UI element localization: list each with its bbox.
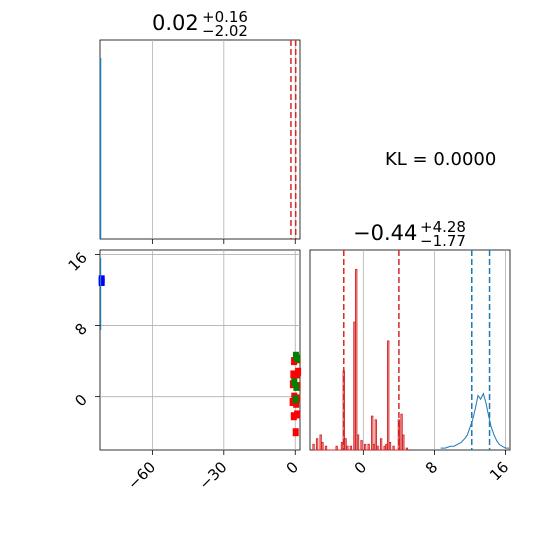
hist-panel-top: 0.02 +0.16 −2.02	[99, 8, 301, 244]
scatter-point	[294, 354, 301, 363]
hist-right-title-sup: +4.28	[420, 218, 466, 236]
scatter-ytick-label: 8	[71, 320, 90, 339]
scatter-point	[290, 370, 297, 379]
hist-top-title-sup: +0.16	[202, 8, 248, 26]
scatter-point	[294, 410, 301, 419]
scatter-point	[292, 395, 299, 404]
scatter-point	[289, 398, 296, 406]
hist-right-xtick-label: 8	[422, 458, 441, 477]
scatter-ytick-label: 0	[71, 391, 90, 410]
hist-top-frame	[99, 39, 301, 240]
scatter-xticks: −60 −30 0	[124, 450, 302, 493]
hist-right-quantile-lines	[343, 250, 491, 450]
hist-top-xticks	[151, 239, 296, 244]
hist-right-xticks: 0 8 16	[351, 450, 512, 484]
scatter-point	[291, 357, 298, 366]
hist-top-quantile-lines	[290, 40, 297, 239]
hist-top-title: 0.02 +0.16 −2.02	[152, 8, 248, 40]
hist-top-grid	[151, 40, 296, 239]
hist-right-xtick-label: 16	[486, 458, 512, 484]
hist-top-title-main: 0.02	[152, 11, 199, 35]
scatter-grid	[100, 250, 300, 450]
kl-annotation: KL = 0.0000	[385, 149, 496, 170]
scatter-xtick-label: 0	[283, 458, 302, 477]
scatter-xtick-label: −30	[196, 458, 231, 493]
hist-right-frame	[309, 249, 511, 451]
scatter-yticks: 0 8 16	[65, 249, 100, 410]
scatter-point	[290, 412, 297, 421]
scatter-point	[292, 428, 299, 437]
hist-right-grid	[362, 250, 506, 450]
scatter-xtick-label: −60	[124, 458, 159, 493]
hist-top-title-sub: −2.02	[202, 22, 248, 40]
hist-right-title: −0.44 +4.28 −1.77	[353, 218, 466, 250]
scatter-point	[293, 382, 300, 391]
hist-panel-right: 0 8 16 −0.44 +4.28 −1.77	[309, 218, 512, 484]
scatter-points	[98, 275, 302, 437]
scatter-point	[293, 399, 300, 408]
hist-right-blue-histogram	[440, 392, 510, 449]
scatter-panel: −60 −30 0 0 8 16	[65, 249, 302, 494]
hist-right-red-histogram	[312, 269, 409, 451]
hist-right-title-main: −0.44	[353, 221, 417, 245]
hist-right-xtick-label: 0	[351, 458, 370, 477]
scatter-frame	[99, 249, 301, 451]
scatter-point	[293, 370, 300, 379]
scatter-point	[98, 278, 105, 286]
scatter-ytick-label: 16	[65, 249, 91, 275]
hist-right-title-sub: −1.77	[420, 232, 466, 250]
scatter-point	[291, 378, 298, 387]
